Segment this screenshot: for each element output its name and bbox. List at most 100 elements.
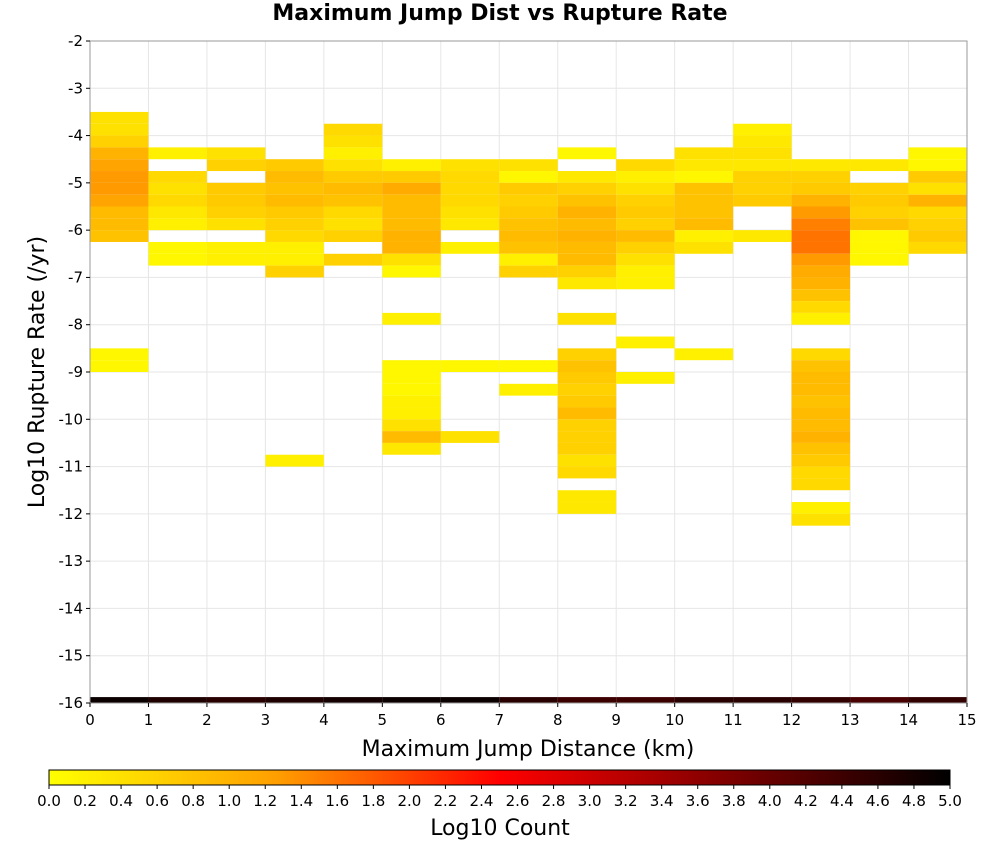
heatmap-cell <box>382 253 441 266</box>
heatmap-cell <box>733 194 792 207</box>
heatmap-cell <box>206 147 266 160</box>
heatmap-cell <box>90 230 149 242</box>
x-tick-label: 12 <box>782 711 801 729</box>
heatmap-cell <box>791 230 851 242</box>
heatmap-cell <box>791 466 851 479</box>
heatmap-cell <box>791 218 851 231</box>
heatmap-cell <box>440 218 500 231</box>
heatmap-cell <box>382 419 441 432</box>
heatmap-cell <box>382 395 441 408</box>
heatmap-cell <box>323 194 383 207</box>
colorbar-tick-label: 0.8 <box>181 792 205 810</box>
heatmap-cell <box>791 206 851 219</box>
y-tick-label: -15 <box>59 647 84 665</box>
heatmap-cell <box>791 395 851 408</box>
heatmap-cell <box>265 159 324 172</box>
heatmap-cell-bottom <box>440 697 500 703</box>
heatmap-cell <box>908 241 967 254</box>
heatmap-cell <box>791 383 851 396</box>
heatmap-cell <box>791 182 851 195</box>
colorbar-tick-label: 3.2 <box>614 792 638 810</box>
y-tick-label: -16 <box>59 694 84 712</box>
heatmap-cell <box>557 147 617 160</box>
heatmap-cell <box>557 419 617 432</box>
heatmap-cell <box>557 182 617 195</box>
heatmap-cell <box>791 431 851 443</box>
heatmap-cell <box>557 360 617 372</box>
x-tick-label: 14 <box>899 711 918 729</box>
heatmap-cell <box>616 194 675 207</box>
x-tick-label: 6 <box>436 711 446 729</box>
x-tick-label: 4 <box>319 711 329 729</box>
heatmap-cell <box>265 171 324 183</box>
heatmap-cell <box>557 253 617 266</box>
heatmap-cell-bottom <box>265 697 324 703</box>
heatmap-cell <box>791 442 851 455</box>
heatmap-cell <box>382 360 441 372</box>
y-tick-label: -10 <box>59 410 84 428</box>
heatmap-cell <box>557 407 617 420</box>
heatmap-cell <box>908 171 967 183</box>
heatmap-cell-bottom <box>499 697 558 703</box>
heatmap-cell <box>265 241 324 254</box>
colorbar-tick-label: 5.0 <box>938 792 962 810</box>
heatmap-cell <box>206 194 266 207</box>
heatmap-cell <box>616 171 675 183</box>
heatmap-cell <box>90 182 149 195</box>
y-axis-label: Log10 Rupture Rate (/yr) <box>25 236 50 508</box>
heatmap-cell <box>323 123 383 136</box>
heatmap-cell <box>90 123 149 136</box>
heatmap-cell <box>382 230 441 242</box>
heatmap-cell <box>733 230 792 242</box>
heatmap-cell <box>265 230 324 242</box>
heatmap-cell <box>90 171 149 183</box>
colorbar-tick-label: 4.8 <box>902 792 926 810</box>
heatmap-cell <box>148 171 207 183</box>
y-tick-label: -4 <box>68 127 83 145</box>
heatmap-cell <box>499 241 558 254</box>
heatmap-cell <box>908 147 967 160</box>
heatmap-cell <box>616 230 675 242</box>
heatmap-cell-bottom <box>733 697 792 703</box>
heatmap-cell <box>323 218 383 231</box>
heatmap-cell <box>616 253 675 266</box>
heatmap-cell <box>382 171 441 183</box>
heatmap-cell <box>616 182 675 195</box>
heatmap-cell <box>557 230 617 242</box>
heatmap-cell <box>557 431 617 443</box>
heatmap-cell <box>148 241 207 254</box>
heatmap-cell <box>440 182 500 195</box>
heatmap-cell <box>616 241 675 254</box>
heatmap-cell <box>791 312 851 325</box>
heatmap-cell <box>265 206 324 219</box>
heatmap-cell <box>674 147 734 160</box>
heatmap-cell <box>499 230 558 242</box>
heatmap-cell <box>733 147 792 160</box>
colorbar-ticks: 0.0 0.2 0.4 0.6 0.8 1.0 1.2 1.4 1.6 1.8 2.0 2.2 2.4 2… <box>37 785 962 810</box>
heatmap-cell-bottom <box>148 697 207 703</box>
heatmap-cell <box>791 372 851 384</box>
heatmap-cell <box>440 171 500 183</box>
x-tick-label: 1 <box>144 711 154 729</box>
colorbar-tick-label: 2.6 <box>506 792 530 810</box>
heatmap-cell <box>557 395 617 408</box>
heatmap-cell-bottom <box>557 697 617 703</box>
heatmap-cell <box>265 265 324 278</box>
heatmap-cell <box>908 230 967 242</box>
x-tick-label: 11 <box>724 711 743 729</box>
heatmap-cell <box>791 265 851 278</box>
heatmap-cell <box>382 383 441 396</box>
heatmap-cell <box>499 360 558 372</box>
heatmap-cell <box>148 194 207 207</box>
heatmap-cell-bottom <box>850 697 909 703</box>
heatmap-cell <box>90 135 149 148</box>
heatmap-cell <box>850 194 909 207</box>
y-tick-label: -13 <box>59 552 84 570</box>
heatmap-cell <box>382 265 441 278</box>
heatmap-cell <box>674 206 734 219</box>
heatmap-cell <box>733 123 792 136</box>
x-axis-ticks: 0 1 2 3 4 5 6 7 8 9 10 11 12 13 14 15 <box>85 703 977 729</box>
heatmap-cell <box>850 241 909 254</box>
heatmap-cell <box>791 513 851 526</box>
x-tick-label: 0 <box>85 711 95 729</box>
